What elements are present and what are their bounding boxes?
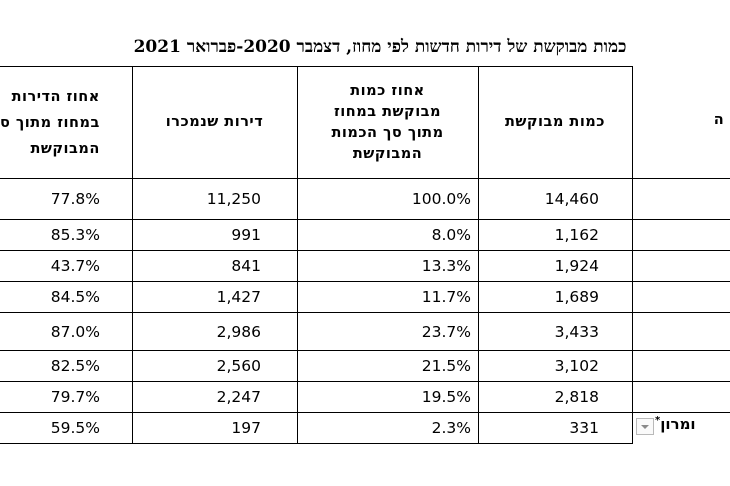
row-1-bottom-border [0,219,730,220]
header-pct-of-total-line1: אחוז כמות [350,82,425,99]
cell-pct-of-total: 2.3% [431,419,471,437]
col-divider-2 [297,66,298,444]
cell-pct-sold: 84.5% [50,288,100,306]
col-divider-4 [632,66,633,444]
header-requested-label: כמות מבוקשת [504,114,606,130]
cell-sold: 1,427 [216,288,261,306]
cell-requested: 331 [569,419,599,437]
row-2-bottom-border [0,250,730,251]
header-sold-label: דירות שנמכרו [165,114,264,130]
header-district-cut: ה [704,100,730,140]
row-3-bottom-border [0,281,730,282]
header-requested: כמות מבוקשת [478,67,632,178]
cell-requested: 14,460 [544,190,599,208]
cell-sold: 2,247 [216,388,261,406]
row-5-bottom-border [0,350,730,351]
header-pct-sold-line2: במחוז מתוך ס [0,114,100,131]
cell-pct-sold: 43.7% [50,257,100,275]
table-title: כמות מבוקשת של דירות חדשות לפי מחוז, דצמ… [133,37,627,57]
cell-requested: 3,102 [554,357,599,375]
header-pct-sold-line3: המבוקשת [30,140,100,157]
col-divider-1 [132,66,133,444]
cell-requested: 1,924 [554,257,599,275]
header-pct-sold-line1: אחוז הדירות [11,88,100,105]
row-7-bottom-border [0,412,730,413]
cell-sold: 841 [231,257,261,275]
cell-requested: 1,162 [554,226,599,244]
header-sold: דירות שנמכרו [132,67,297,178]
header-pct-of-total-line4: המבוקשת [352,145,423,162]
table-top-border [0,66,632,67]
cell-pct-sold: 82.5% [50,357,100,375]
header-pct-of-total-line2: מבוקשת במחוז [333,103,442,120]
row-8-bottom-border [0,443,632,444]
cell-pct-of-total: 13.3% [421,257,471,275]
cell-pct-of-total: 8.0% [431,226,471,244]
cell-requested: 3,433 [554,322,599,341]
filter-dropdown-button[interactable] [636,418,654,435]
header-district-label: ה [713,111,725,128]
cell-pct-sold: 79.7% [50,388,100,406]
cell-pct-of-total: 23.7% [421,322,471,341]
cell-pct-sold: 77.8% [50,190,100,208]
cell-pct-of-total: 19.5% [421,388,471,406]
cell-requested: 1,689 [554,288,599,306]
cell-pct-of-total: 11.7% [421,288,471,306]
cell-pct-of-total: 21.5% [421,357,471,375]
cell-pct-sold: 87.0% [50,322,100,341]
cell-pct-of-total: 100.0% [411,190,471,208]
district-name-cut: ומרון [660,415,696,433]
cell-pct-sold: 85.3% [50,226,100,244]
header-pct-sold: אחוז הדירות במחוז מתוך ס המבוקשת [0,67,132,178]
cell-sold: 2,986 [216,322,261,341]
header-pct-of-total-line3: מתוך סך הכמות [331,124,444,141]
row-6-bottom-border [0,381,730,382]
cell-sold: 2,560 [216,357,261,375]
footnote-marker: * [655,415,661,426]
cell-sold: 991 [231,226,261,244]
cell-sold: 197 [231,419,261,437]
col-divider-3 [478,66,479,444]
cell-requested: 2,818 [554,388,599,406]
row-4-bottom-border [0,312,730,313]
cell-sold: 11,250 [206,190,261,208]
header-bottom-border [0,178,730,179]
header-pct-of-total: אחוז כמות מבוקשת במחוז מתוך סך הכמות המב… [297,67,478,178]
district-cell-cut: ומרון* [655,415,696,433]
cell-pct-sold: 59.5% [50,419,100,437]
